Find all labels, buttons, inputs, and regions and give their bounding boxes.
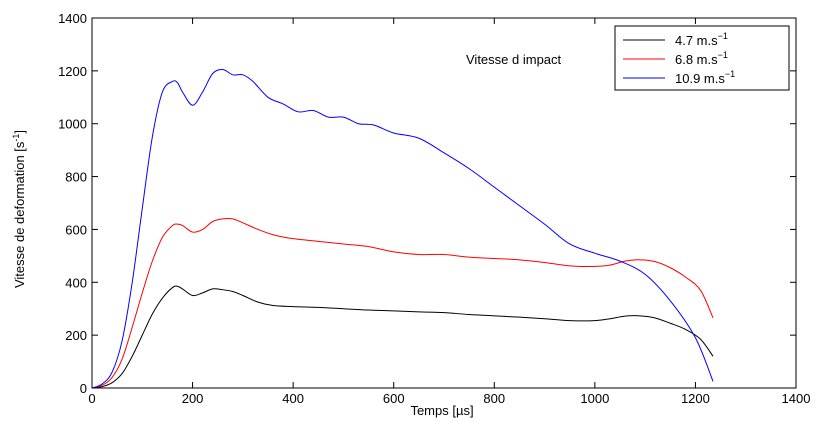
series-line-2 [91, 68, 714, 389]
ticks-layer: 0 200 400 600 800 1000 1200 1400 0 200 400 600 800 10… [58, 11, 810, 406]
x-axis-label: Temps [µs] [410, 403, 473, 418]
legend-box [614, 25, 790, 91]
y-axis-label: Vitesse de deformation [s-1] [11, 130, 27, 288]
legend-label-sup: −1 [718, 31, 728, 41]
series-line-1 [91, 217, 714, 389]
y-tick-label: 1000 [58, 117, 87, 132]
y-axis-label-end: ] [12, 130, 27, 134]
x-tick-label: 600 [383, 391, 405, 406]
x-tick-label: 1000 [580, 391, 609, 406]
y-tick-label: 0 [80, 381, 87, 396]
y-tick-label: 1400 [58, 11, 87, 26]
x-tick-label: 400 [282, 391, 304, 406]
series-layer [91, 68, 714, 389]
x-tick-label: 0 [88, 391, 95, 406]
x-tick-label: 1200 [681, 391, 710, 406]
y-tick-label: 600 [65, 222, 87, 237]
y-tick-label: 800 [65, 170, 87, 185]
legend-label-sup: −1 [718, 50, 728, 60]
x-tick-label: 1400 [782, 391, 811, 406]
x-tick-label: 200 [182, 391, 204, 406]
y-axis-label-sup: -1 [11, 134, 21, 142]
legend-label-1: 6.8 m.s−1 [675, 50, 728, 67]
y-axis-label-main: Vitesse de deformation [s [12, 141, 27, 288]
x-tick-label: 800 [483, 391, 505, 406]
legend-label-2: 10.9 m.s−1 [675, 69, 735, 86]
annotation-vitesse-impact: Vitesse d impact [466, 52, 562, 67]
y-tick-label: 400 [65, 275, 87, 290]
legend: 4.7 m.s−16.8 m.s−110.9 m.s−1 [614, 25, 790, 91]
legend-label-main: 10.9 m.s [675, 71, 725, 86]
y-tick-label: 1200 [58, 64, 87, 79]
y-tick-label: 200 [65, 328, 87, 343]
legend-label-main: 6.8 m.s [675, 52, 718, 67]
series-line-0 [91, 285, 714, 389]
legend-label-main: 4.7 m.s [675, 33, 718, 48]
legend-label-0: 4.7 m.s−1 [675, 31, 728, 48]
legend-label-sup: −1 [725, 69, 735, 79]
